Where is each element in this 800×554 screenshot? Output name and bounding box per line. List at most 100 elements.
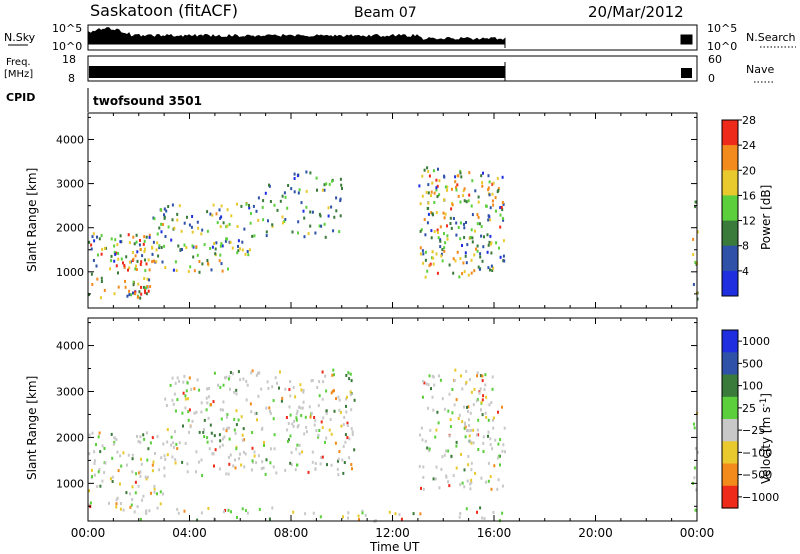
- data-cell: [171, 376, 174, 380]
- data-cell: [361, 509, 364, 513]
- data-cell: [211, 213, 214, 217]
- data-cell: [465, 221, 467, 224]
- data-cell: [233, 390, 236, 394]
- data-cell: [134, 292, 137, 296]
- data-cell: [207, 387, 210, 390]
- data-cell: [307, 470, 310, 474]
- data-cell: [311, 460, 314, 464]
- data-cell: [289, 461, 292, 465]
- colorbar-segment: [722, 145, 738, 171]
- data-cell: [479, 506, 482, 510]
- data-cell: [187, 418, 190, 422]
- data-cell: [331, 373, 334, 377]
- data-cell: [327, 214, 330, 218]
- data-cell: [338, 450, 341, 453]
- data-cell: [145, 235, 148, 239]
- data-cell: [483, 235, 485, 239]
- data-cell: [225, 225, 228, 229]
- data-cell: [113, 259, 116, 263]
- data-cell: [292, 424, 295, 428]
- data-cell: [327, 206, 330, 210]
- data-cell: [447, 409, 450, 413]
- data-cell: [147, 447, 150, 451]
- data-cell: [119, 234, 122, 238]
- data-cell: [451, 411, 454, 415]
- data-cell: [478, 391, 481, 395]
- data-cell: [119, 240, 122, 244]
- data-cell: [351, 432, 354, 436]
- data-cell: [220, 204, 223, 208]
- data-cell: [332, 368, 335, 372]
- data-cell: [174, 260, 177, 264]
- data-cell: [191, 230, 194, 234]
- data-cell: [435, 186, 438, 190]
- data-cell: [122, 508, 125, 512]
- data-cell: [165, 209, 168, 213]
- data-cell: [438, 193, 441, 197]
- data-cell: [464, 421, 466, 425]
- data-cell: [449, 425, 452, 428]
- data-cell: [210, 439, 213, 443]
- data-cell: [289, 413, 292, 417]
- data-cell: [158, 468, 161, 472]
- data-cell: [480, 400, 483, 404]
- data-cell: [501, 511, 504, 515]
- data-cell: [284, 195, 287, 199]
- data-cell: [136, 434, 138, 438]
- data-cell: [103, 447, 106, 450]
- data-cell: [109, 267, 112, 271]
- data-cell: [205, 408, 208, 412]
- data-cell: [345, 397, 348, 401]
- data-cell: [487, 243, 490, 247]
- data-cell: [294, 468, 297, 472]
- data-cell: [476, 428, 479, 432]
- data-cell: [446, 188, 448, 192]
- data-cell: [454, 368, 457, 372]
- data-cell: [242, 427, 245, 431]
- data-cell: [428, 447, 431, 451]
- data-cell: [465, 261, 468, 265]
- data-cell: [470, 441, 473, 445]
- data-cell: [443, 246, 446, 250]
- data-cell: [302, 400, 305, 404]
- data-cell: [273, 433, 276, 437]
- data-cell: [203, 427, 206, 431]
- data-cell: [472, 441, 475, 445]
- data-cell: [498, 246, 500, 250]
- data-cell: [273, 447, 276, 451]
- data-cell: [258, 507, 261, 511]
- data-cell: [209, 423, 212, 427]
- data-cell: [246, 250, 249, 253]
- data-cell: [119, 454, 122, 458]
- data-cell: [120, 257, 123, 261]
- data-cell: [90, 247, 93, 251]
- data-cell: [475, 399, 478, 403]
- data-cell: [458, 515, 461, 519]
- ytick-label: 1000: [56, 266, 84, 279]
- data-cell: [455, 466, 458, 470]
- data-cell: [340, 424, 343, 428]
- data-cell: [421, 438, 424, 442]
- data-cell: [130, 503, 133, 507]
- data-cell: [125, 463, 128, 467]
- data-cell: [143, 239, 146, 243]
- data-cell: [452, 217, 455, 220]
- data-cell: [245, 379, 248, 383]
- data-cell: [261, 205, 264, 209]
- data-cell: [227, 472, 230, 476]
- data-cell: [490, 401, 493, 404]
- data-cell: [156, 241, 159, 245]
- data-cell: [502, 254, 505, 258]
- data-cell: [299, 406, 302, 410]
- data-cell: [192, 255, 195, 259]
- data-cell: [293, 419, 296, 423]
- data-cell: [211, 452, 214, 456]
- data-cell: [300, 414, 303, 417]
- data-cell: [459, 200, 462, 204]
- data-cell: [422, 465, 425, 469]
- data-cell: [445, 474, 448, 478]
- power-colorbar: 4 8 12 16 20 24 28: [721, 114, 756, 297]
- data-cell: [122, 261, 124, 265]
- data-cell: [235, 447, 238, 451]
- data-cell: [149, 441, 152, 445]
